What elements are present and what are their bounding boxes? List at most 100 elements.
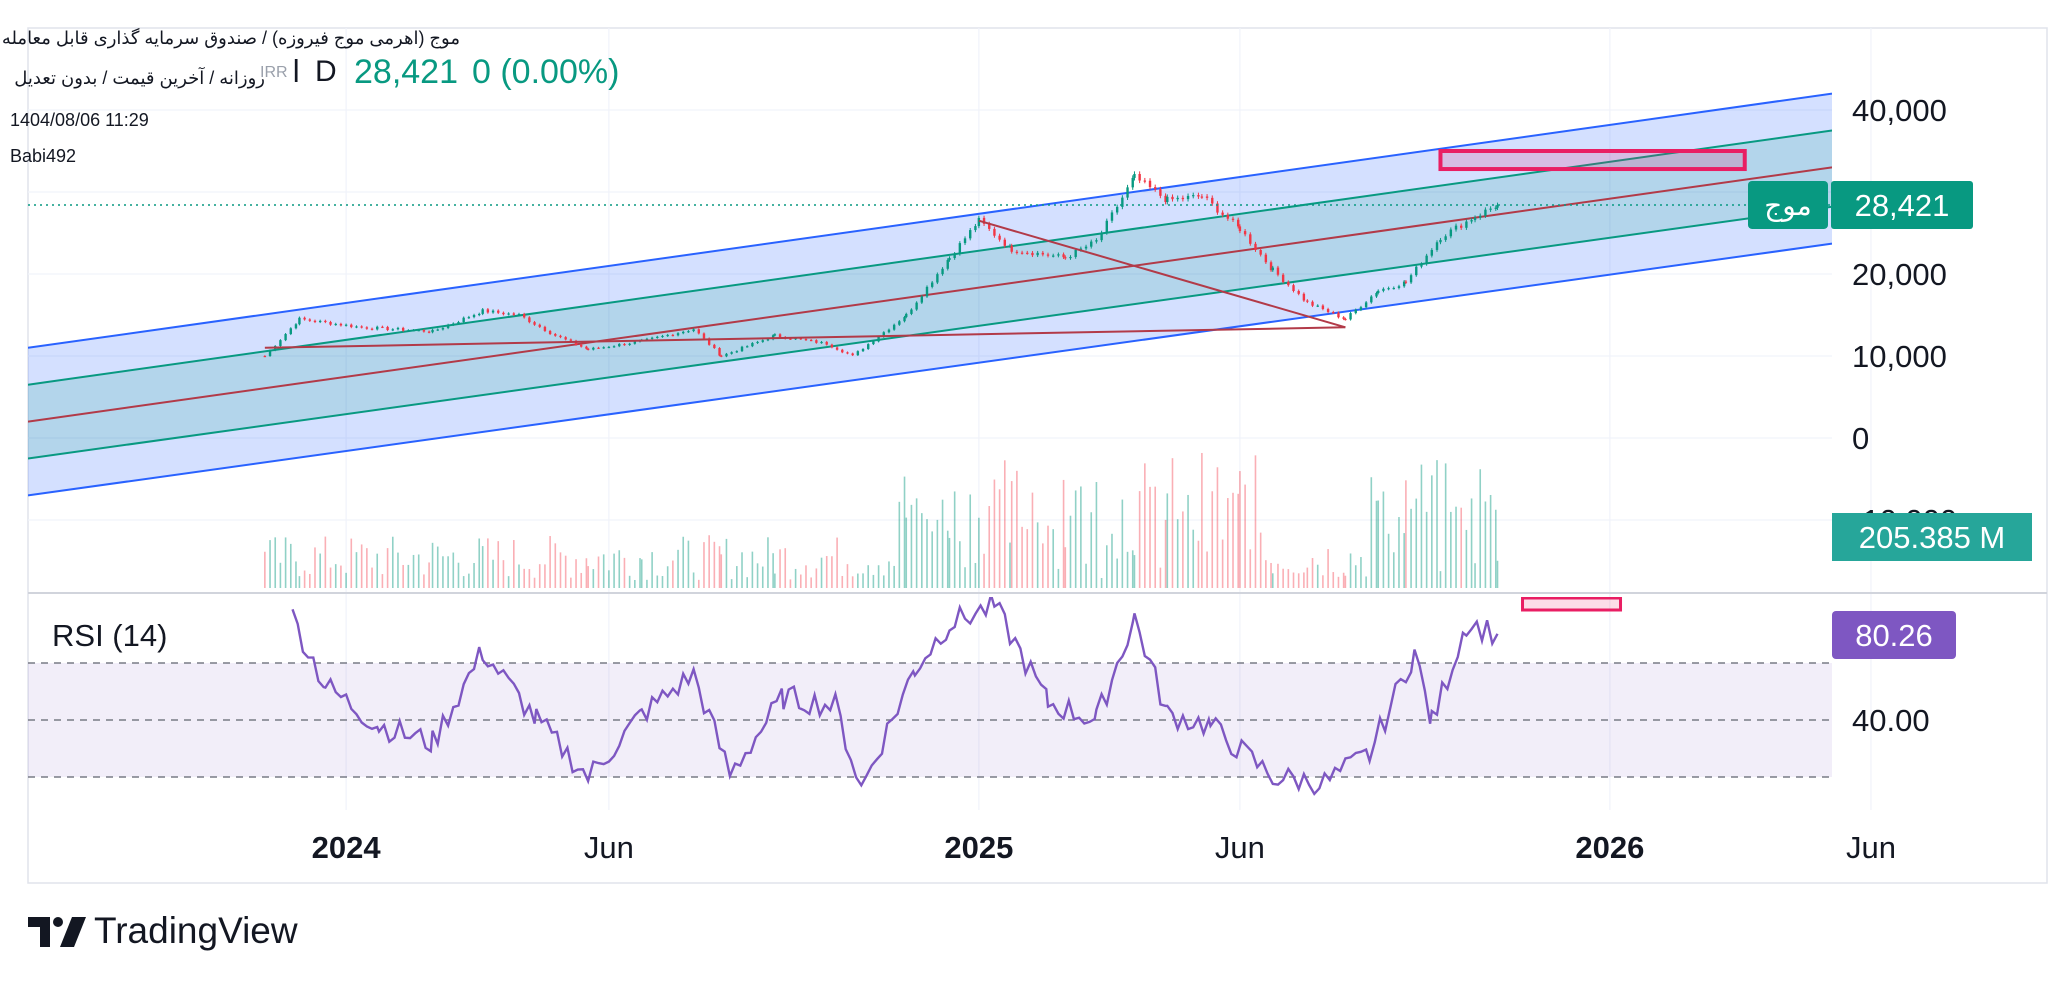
volume-bar <box>1211 491 1214 588</box>
candle-body <box>730 352 733 354</box>
volume-bar <box>431 542 434 588</box>
regression-channel[interactable] <box>28 92 1832 497</box>
volume-bar <box>324 536 327 588</box>
volume-bar <box>1244 484 1246 588</box>
volume-bar <box>772 553 774 588</box>
volume-bar <box>407 564 410 588</box>
volume-bar <box>915 498 918 588</box>
volume-bar <box>269 540 271 588</box>
volume-bar <box>905 517 908 588</box>
volume-bar <box>597 556 600 588</box>
candle-body <box>650 337 654 339</box>
volume-bar <box>779 549 781 588</box>
volume-bar <box>613 553 615 588</box>
trendline-1 <box>264 326 1346 349</box>
candle-body <box>861 349 865 352</box>
time-axis-label: Jun <box>1846 830 1896 865</box>
candle-body <box>1370 296 1373 303</box>
candle-body <box>815 340 818 343</box>
candle-body <box>628 343 631 345</box>
candle-body <box>502 312 505 315</box>
candle-body <box>452 323 455 325</box>
volume-bar <box>1232 492 1234 588</box>
volume-bar <box>767 537 769 588</box>
candle-body <box>1479 215 1482 218</box>
volume-bar <box>1154 486 1157 588</box>
tradingview-logo-icon <box>28 917 86 947</box>
target-zone-box <box>1438 149 1747 172</box>
candle-body <box>1095 240 1098 242</box>
volume-bar <box>1201 452 1203 588</box>
volume-bar <box>608 570 610 588</box>
volume-bar <box>1311 558 1314 588</box>
volume-bar <box>761 566 764 588</box>
candle-body <box>1074 249 1077 257</box>
volume-bar <box>666 566 669 588</box>
rsi-pane <box>28 597 1832 796</box>
candle-body <box>898 321 901 325</box>
candle-body <box>702 333 706 339</box>
volume-bar <box>1057 568 1060 588</box>
candle-body <box>1306 300 1309 302</box>
candle-body <box>1084 246 1088 249</box>
candle-body <box>1159 189 1162 196</box>
candle-body <box>692 329 695 332</box>
candle-body <box>946 260 949 269</box>
volume-bar <box>1069 515 1072 588</box>
volume-bar <box>528 569 531 588</box>
candle-body <box>725 353 728 357</box>
volume-bar <box>857 573 859 588</box>
candle-body <box>350 324 353 328</box>
candle-body <box>1489 208 1492 210</box>
volume-bar <box>910 504 913 588</box>
volume-bar <box>314 547 316 588</box>
candle-body <box>773 334 777 336</box>
candle-body <box>645 338 649 340</box>
ohlc-label: ا <box>292 56 301 89</box>
volume-bar <box>941 499 944 588</box>
volume-bar <box>1047 525 1049 588</box>
candle-body <box>1473 217 1477 221</box>
volume-bar <box>1052 529 1055 588</box>
volume-bar <box>805 565 807 588</box>
volume-bar <box>554 543 557 588</box>
candle-body <box>656 336 659 339</box>
candle-body <box>825 341 828 345</box>
candle-body <box>396 327 400 330</box>
volume-bar <box>862 573 864 588</box>
volume-bar <box>640 559 643 588</box>
volume-bar <box>1227 498 1229 588</box>
candle-body <box>1470 220 1473 222</box>
candle-body <box>376 326 379 330</box>
candle-body <box>804 339 808 341</box>
volume-bar <box>487 538 489 588</box>
volume-bar <box>592 569 595 588</box>
candle-body <box>324 320 327 323</box>
volume-bar <box>1484 501 1487 588</box>
volume-bar <box>1322 575 1324 588</box>
candle-body <box>856 351 860 356</box>
candle-body <box>1321 305 1325 310</box>
candle-body <box>318 320 322 323</box>
candle-body <box>905 313 908 318</box>
volume-bar <box>774 573 776 588</box>
candle-body <box>381 326 384 328</box>
volume-bar <box>397 552 399 588</box>
candle-body <box>1041 252 1045 255</box>
trendline-2 <box>978 219 1346 329</box>
candle-body <box>713 344 716 349</box>
channel-midline <box>28 166 1832 423</box>
candle-body <box>1126 187 1129 198</box>
candle-body <box>478 313 481 316</box>
volume-bar <box>1398 517 1400 588</box>
candle-body <box>472 314 476 318</box>
drawings[interactable] <box>28 149 1832 349</box>
volume-bar <box>1090 512 1093 588</box>
time-axis-label: 2025 <box>944 830 1013 865</box>
candle-body <box>1243 231 1247 235</box>
candle-body <box>846 352 849 354</box>
candle-body <box>1375 293 1378 297</box>
candle-body <box>920 296 924 303</box>
candle-body <box>1026 252 1029 254</box>
